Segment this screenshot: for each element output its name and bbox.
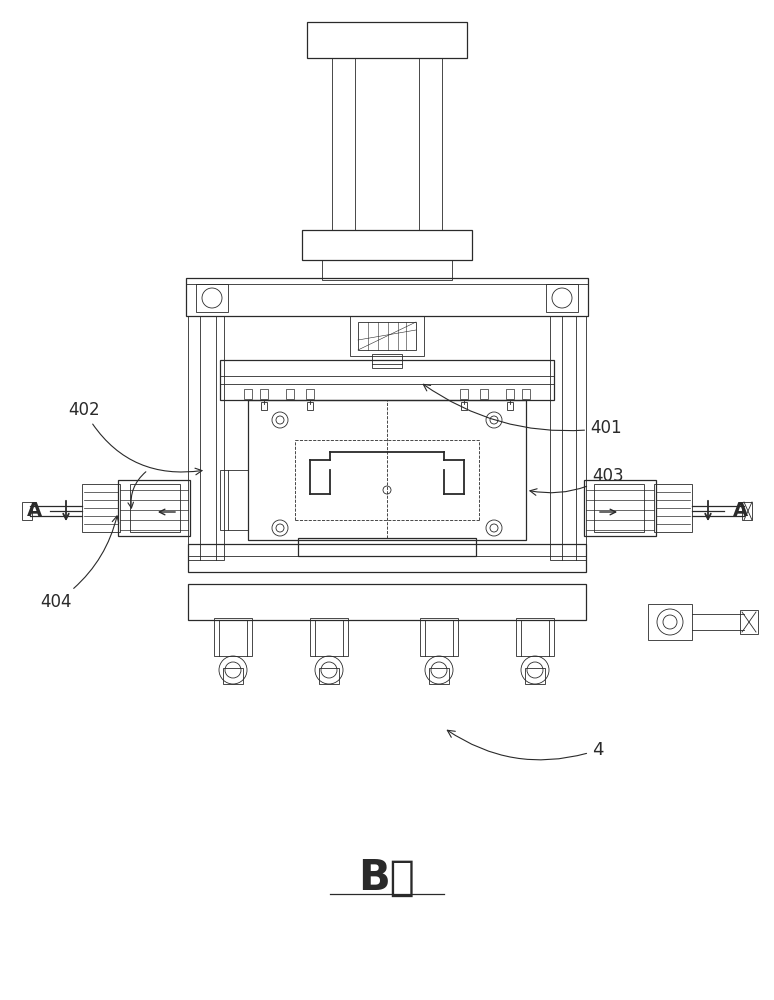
Bar: [186, 278, 588, 316]
Bar: [522, 389, 530, 399]
Text: A: A: [732, 502, 748, 520]
Text: 401: 401: [423, 384, 622, 437]
Text: 404: 404: [40, 516, 118, 611]
Bar: [307, 22, 467, 58]
Bar: [460, 389, 468, 399]
Bar: [372, 354, 402, 368]
Bar: [22, 502, 32, 520]
Bar: [188, 584, 586, 620]
Bar: [261, 402, 267, 410]
Bar: [742, 502, 752, 520]
Text: B向: B向: [358, 857, 416, 899]
Bar: [654, 484, 692, 532]
Bar: [461, 402, 467, 410]
Text: 403: 403: [530, 467, 624, 495]
Bar: [306, 389, 314, 399]
Bar: [188, 316, 224, 560]
Bar: [302, 230, 472, 260]
Bar: [429, 668, 449, 684]
Bar: [584, 480, 656, 536]
Bar: [118, 480, 190, 536]
Bar: [546, 284, 578, 312]
Bar: [350, 316, 424, 356]
Bar: [244, 389, 252, 399]
Bar: [286, 389, 294, 399]
Text: A: A: [26, 502, 42, 520]
Bar: [196, 284, 228, 312]
Bar: [298, 538, 476, 556]
Bar: [310, 618, 348, 656]
Bar: [516, 618, 554, 656]
Text: 4: 4: [447, 730, 604, 760]
Bar: [525, 668, 545, 684]
Bar: [358, 322, 416, 350]
Bar: [550, 316, 586, 560]
Bar: [188, 544, 586, 572]
Bar: [322, 260, 452, 280]
Bar: [507, 402, 513, 410]
Bar: [420, 618, 458, 656]
Text: 402: 402: [68, 401, 202, 475]
Bar: [648, 604, 692, 640]
Bar: [130, 484, 180, 532]
Bar: [223, 668, 243, 684]
Bar: [594, 484, 644, 532]
Bar: [214, 618, 252, 656]
Bar: [480, 389, 488, 399]
Bar: [319, 668, 339, 684]
Bar: [307, 402, 313, 410]
Bar: [740, 610, 758, 634]
Bar: [332, 58, 442, 230]
Bar: [248, 400, 526, 540]
Bar: [506, 389, 514, 399]
Bar: [260, 389, 268, 399]
Bar: [220, 360, 554, 400]
Bar: [82, 484, 120, 532]
Bar: [220, 470, 248, 530]
